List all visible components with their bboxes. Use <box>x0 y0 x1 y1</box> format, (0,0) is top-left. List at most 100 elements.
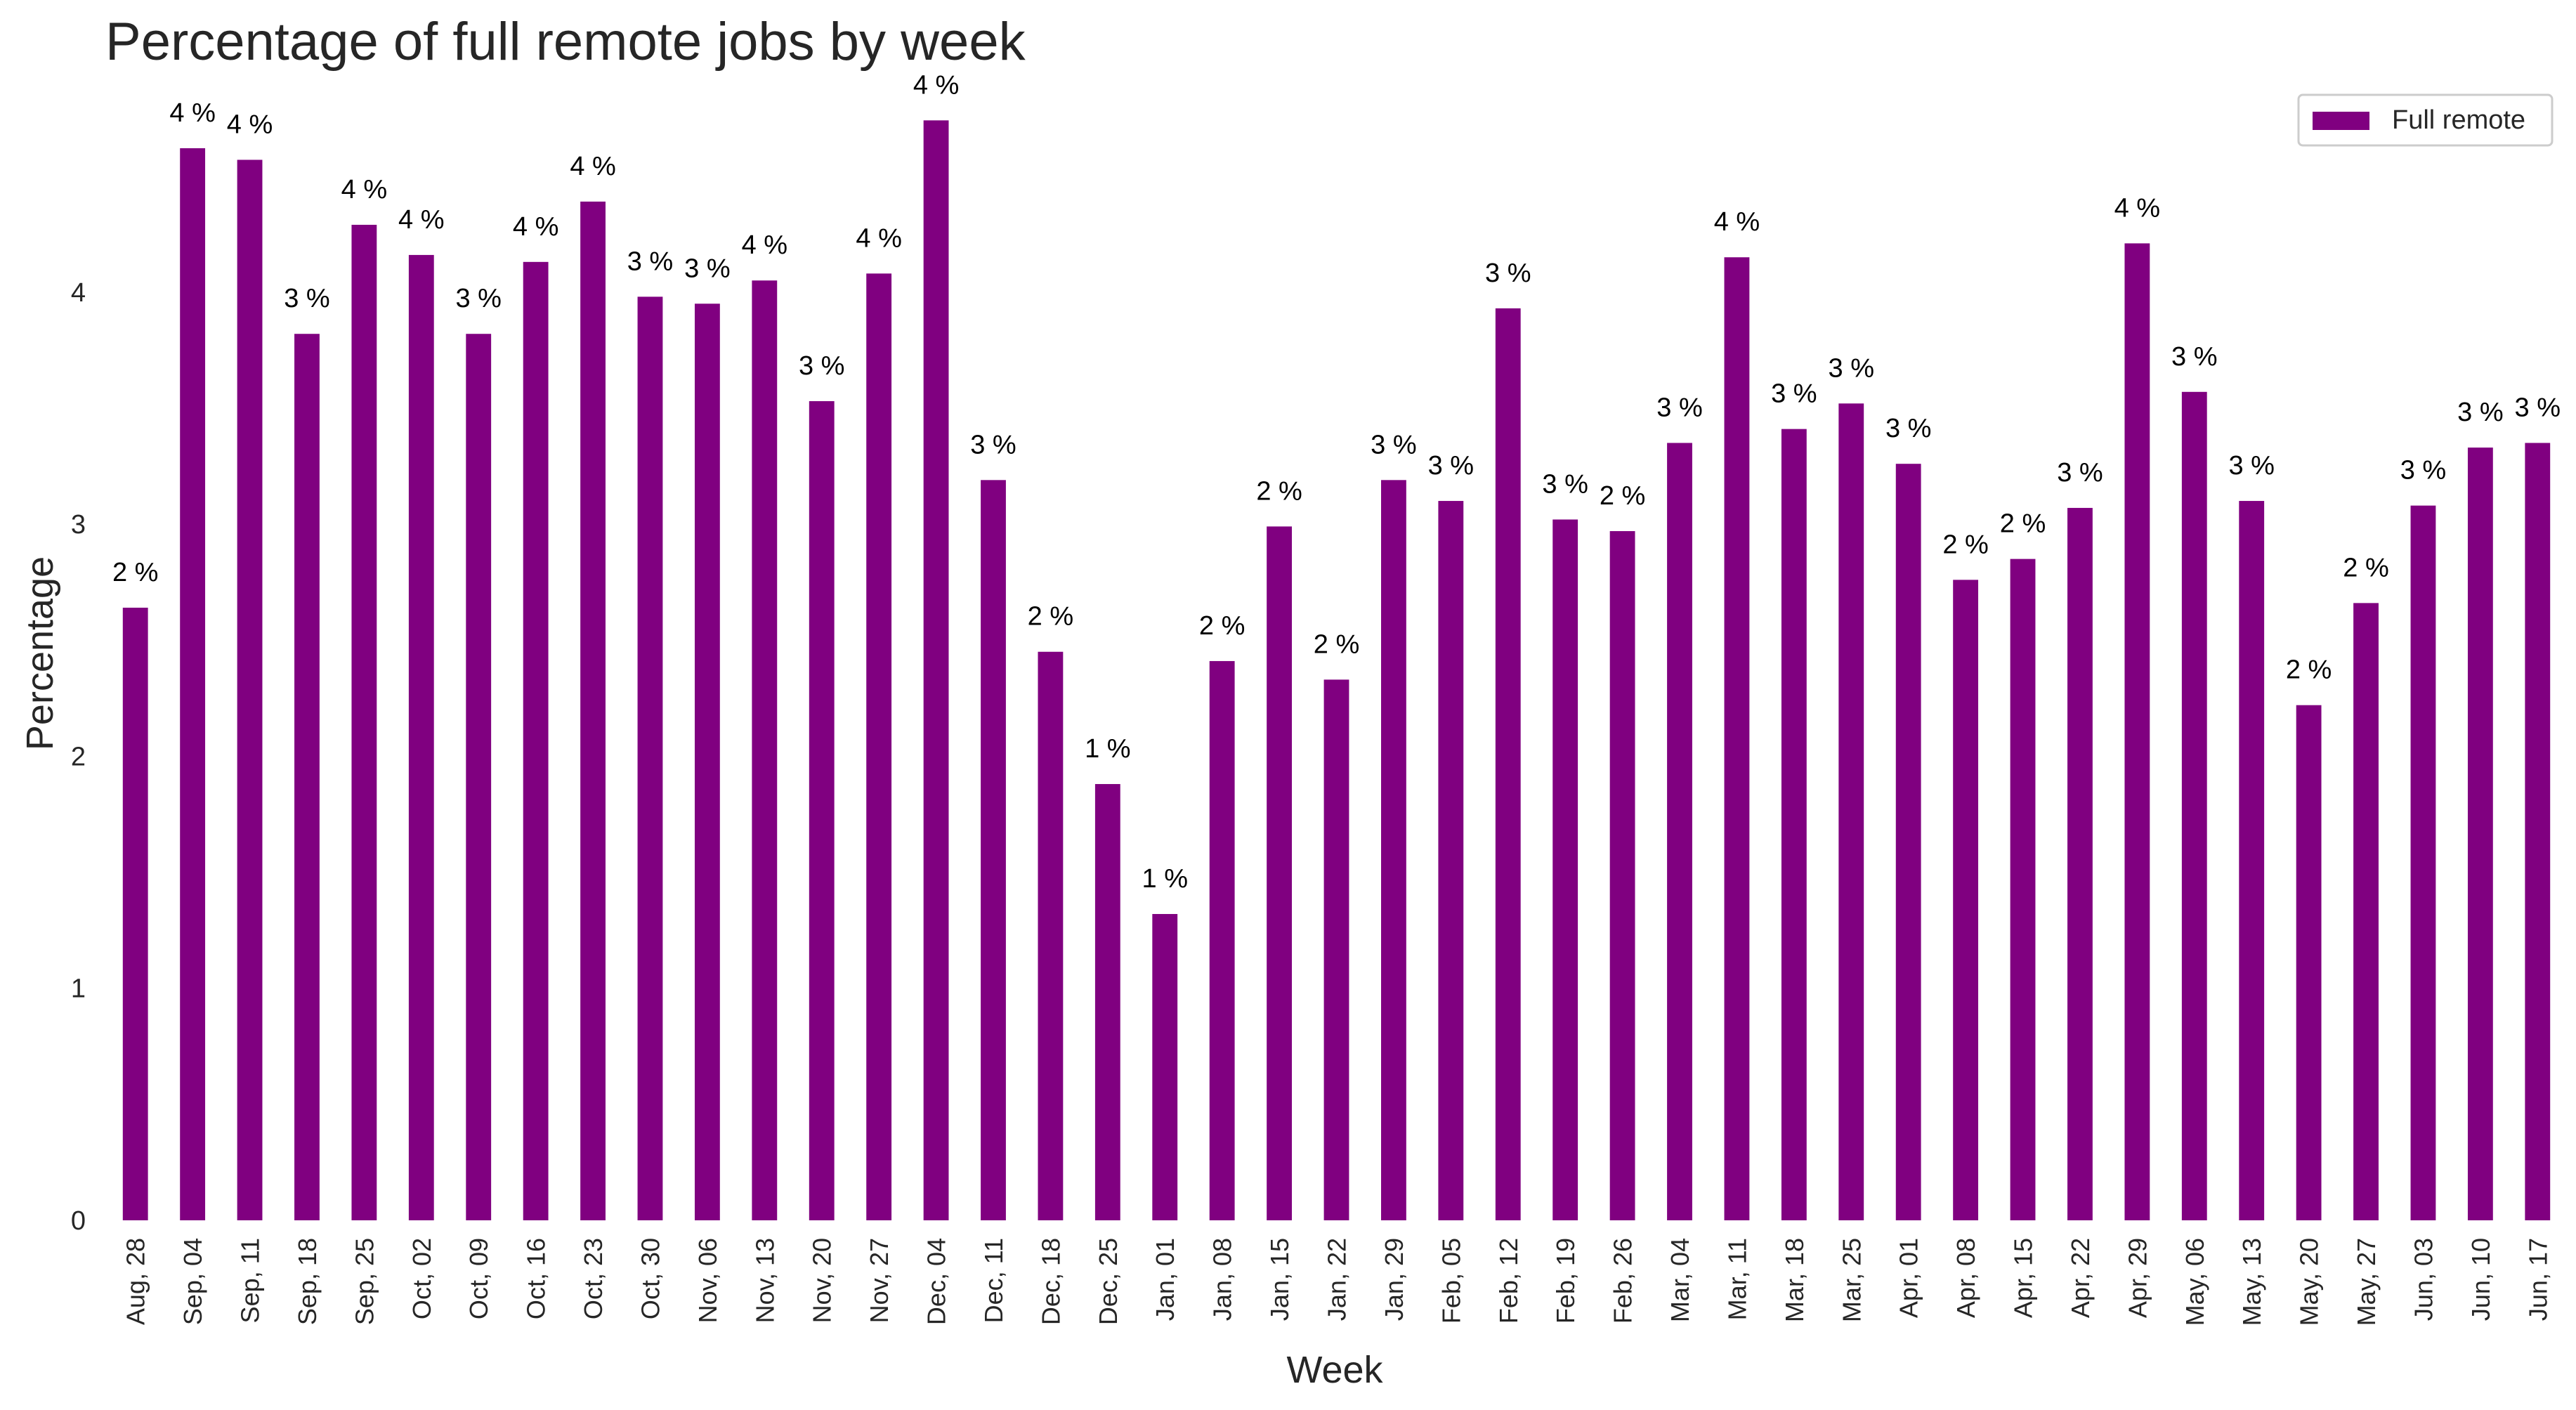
bar-value-label: 1 % <box>1142 864 1188 894</box>
x-tick-label: Apr, 15 <box>2009 1238 2038 1318</box>
bar-value-label: 3 % <box>284 284 329 313</box>
x-tick-label: Dec, 11 <box>979 1238 1008 1323</box>
bar-value-label: 3 % <box>799 351 844 381</box>
x-tick-label: Jun, 03 <box>2409 1238 2438 1321</box>
bar-value-label: 3 % <box>684 254 730 283</box>
bar <box>1953 580 1979 1220</box>
bar <box>2525 443 2551 1221</box>
bar <box>2067 507 2093 1220</box>
bar-value-label: 2 % <box>1942 530 1988 559</box>
x-tick-label: Jan, 08 <box>1208 1238 1237 1321</box>
x-tick-label: Jan, 22 <box>1323 1238 1352 1321</box>
bar-value-label: 3 % <box>1656 393 1702 422</box>
bar-value-label: 4 % <box>398 205 444 235</box>
bar-value-label: 3 % <box>970 430 1016 459</box>
bar <box>523 261 549 1220</box>
bar-value-label: 3 % <box>1371 430 1416 459</box>
bar <box>2296 705 2322 1220</box>
bar-value-label: 2 % <box>2286 655 2332 685</box>
y-tick-labels: 0 1 2 3 4 <box>71 278 86 1236</box>
x-tick-label: Nov, 06 <box>693 1238 722 1323</box>
bar <box>1094 784 1120 1220</box>
bar <box>1895 464 1921 1220</box>
x-tick-label: Oct, 02 <box>407 1238 436 1319</box>
y-tick-label: 4 <box>71 278 86 308</box>
x-tick-label: Aug, 28 <box>122 1238 150 1325</box>
bar-value-label: 2 % <box>1314 629 1359 659</box>
x-tick-label: Jun, 10 <box>2466 1238 2495 1321</box>
bar <box>866 273 892 1220</box>
x-tick-label: Sep, 18 <box>293 1238 322 1325</box>
x-tick-label: Apr, 01 <box>1895 1238 1923 1318</box>
bar <box>2181 391 2207 1220</box>
bar-value-label: 4 % <box>570 152 615 181</box>
x-tick-label: Dec, 25 <box>1094 1238 1123 1325</box>
bar <box>1438 501 1464 1220</box>
x-tick-label: Dec, 04 <box>922 1238 951 1325</box>
bar <box>1381 480 1406 1220</box>
bar-value-label: 2 % <box>2343 553 2388 582</box>
bar-value-label: 3 % <box>1542 469 1588 499</box>
x-tick-label: Dec, 18 <box>1036 1238 1065 1325</box>
x-tick-label: Oct, 16 <box>522 1238 551 1319</box>
x-tick-label: Nov, 27 <box>865 1238 894 1323</box>
bar-value-label: 2 % <box>1199 611 1245 641</box>
bar <box>2239 501 2265 1220</box>
bar-value-label: 4 % <box>742 230 787 260</box>
bar <box>466 334 492 1221</box>
bar <box>180 148 206 1220</box>
bar <box>1838 403 1864 1221</box>
bar-value-label: 3 % <box>1428 451 1474 481</box>
x-tick-label: May, 20 <box>2295 1238 2324 1326</box>
bar <box>122 607 148 1220</box>
bar-value-label: 3 % <box>2057 458 2103 488</box>
bar-value-label: 3 % <box>2400 456 2446 485</box>
x-tick-label: Feb, 12 <box>1494 1238 1523 1324</box>
x-tick-label: Oct, 23 <box>579 1238 608 1319</box>
bar-value-label: 2 % <box>1028 602 1073 632</box>
bar <box>2353 603 2379 1220</box>
bar-value-label: 4 % <box>913 70 959 100</box>
bar-value-label: 2 % <box>2000 509 2046 539</box>
bar <box>1495 308 1521 1220</box>
bar-value-label: 3 % <box>2515 393 2561 422</box>
y-tick-label: 1 <box>71 974 86 1004</box>
bar <box>1781 429 1807 1220</box>
bar-value-label: 4 % <box>341 175 387 204</box>
y-tick-label: 2 <box>71 742 86 771</box>
x-tick-label: May, 06 <box>2181 1238 2209 1326</box>
x-tick-label: Mar, 04 <box>1666 1238 1694 1322</box>
bar <box>2010 559 2036 1220</box>
bar-value-label: 1 % <box>1085 734 1130 764</box>
x-tick-label: Mar, 25 <box>1837 1238 1866 1322</box>
x-tick-label: Nov, 20 <box>808 1238 837 1323</box>
bar-value-label: 4 % <box>513 212 558 242</box>
bar-value-label: 3 % <box>455 284 501 313</box>
bar <box>981 480 1006 1220</box>
x-tick-label: Sep, 11 <box>236 1238 265 1323</box>
bar-value-label: 4 % <box>1714 207 1760 237</box>
bar-value-label: 3 % <box>627 247 673 276</box>
bar-value-label: 3 % <box>1885 414 1931 443</box>
bar-value-label: 3 % <box>2228 451 2274 481</box>
bar <box>1209 660 1235 1220</box>
bar <box>1038 651 1064 1220</box>
x-tick-label: Oct, 09 <box>464 1238 493 1319</box>
bar-value-label: 2 % <box>1600 481 1645 511</box>
bar <box>1552 519 1578 1220</box>
x-tick-label: Mar, 11 <box>1722 1238 1751 1320</box>
bar <box>2410 505 2436 1220</box>
bar <box>351 224 377 1221</box>
bar-value-label: 3 % <box>2171 342 2217 372</box>
y-tick-label: 3 <box>71 510 86 540</box>
x-tick-labels: Aug, 28 Sep, 04 Sep, 11 Sep, 18 Sep, 25 Oct, … <box>122 1238 2553 1326</box>
x-tick-label: Nov, 13 <box>750 1238 779 1323</box>
x-tick-label: Sep, 25 <box>350 1238 379 1325</box>
bar-value-label: 4 % <box>2114 193 2160 223</box>
bar <box>923 120 949 1221</box>
x-tick-label: May, 27 <box>2352 1238 2381 1326</box>
x-tick-label: Jan, 01 <box>1151 1238 1179 1321</box>
x-tick-label: Sep, 04 <box>178 1238 207 1325</box>
